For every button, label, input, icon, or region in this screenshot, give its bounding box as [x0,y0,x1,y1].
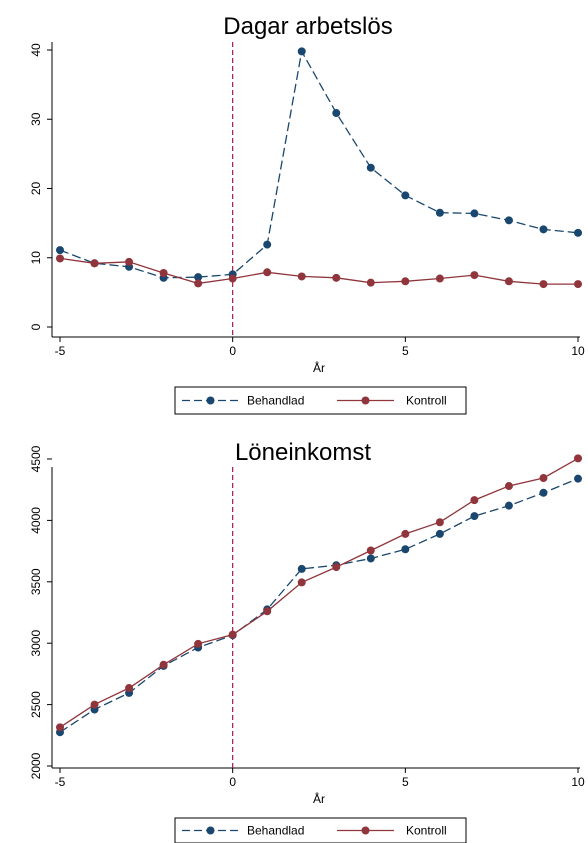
data-point-behandlad [56,246,64,255]
data-point-kontroll [574,280,582,289]
data-point-kontroll [332,563,341,572]
data-point-behandlad [366,554,375,563]
x-tick-label: -5 [55,344,66,358]
legend: Behandlad Kontroll [174,386,467,415]
data-point-kontroll [366,278,375,287]
data-point-kontroll [194,279,203,288]
data-point-behandlad [574,228,582,237]
data-point-kontroll [297,578,306,587]
x-tick-label: 10 [571,775,585,789]
chart-panel-2: Löneinkomst 2000 2500 3000 3500 4000 4500 -5 0 5 1… [29,439,585,843]
data-point-kontroll [297,272,306,281]
data-point-behandlad [297,47,306,56]
legend-key-marker-behandlad [206,396,215,405]
data-point-behandlad [435,208,444,217]
legend-key-marker-kontroll [361,396,370,405]
y-tick-label: 20 [29,182,43,196]
data-point-kontroll [228,274,237,283]
legend-label-kontroll: Kontroll [406,824,447,838]
data-point-behandlad [504,501,513,510]
data-point-behandlad [194,273,203,282]
x-tick-label: 5 [402,344,409,358]
data-point-kontroll [125,684,134,693]
y-tick-label: 4500 [29,445,43,472]
data-point-behandlad [332,109,341,118]
y-tick-label: 0 [29,323,43,330]
data-point-behandlad [470,512,479,521]
data-point-behandlad [401,545,410,554]
legend: Behandlad Kontroll [174,817,467,843]
legend-key-marker-kontroll [361,826,370,835]
data-point-behandlad [401,191,410,200]
data-point-kontroll [90,259,99,268]
data-point-kontroll [159,660,168,669]
legend-label-behandlad: Behandlad [247,824,304,838]
data-point-kontroll [56,254,64,263]
x-tick-label: 5 [402,775,409,789]
legend-label-behandlad: Behandlad [247,394,304,408]
y-tick-label: 10 [29,251,43,265]
data-point-kontroll [470,496,479,505]
series-line-kontroll [59,257,578,285]
x-tick-label: 0 [229,775,236,789]
legend-label-kontroll: Kontroll [406,394,447,408]
data-point-behandlad [297,564,306,573]
y-tick-label: 40 [29,43,43,57]
y-tick-label: 2000 [29,752,43,779]
data-point-kontroll [125,257,134,266]
chart-title: Löneinkomst [235,439,371,466]
data-point-kontroll [159,268,168,277]
data-point-behandlad [470,209,479,218]
y-tick-label: 3500 [29,568,43,595]
data-point-behandlad [435,529,444,538]
y-tick-label: 2500 [29,691,43,718]
series-line-kontroll [59,457,579,728]
y-tick-label: 3000 [29,630,43,657]
data-point-behandlad [574,474,582,483]
data-point-kontroll [470,271,479,280]
data-point-kontroll [435,274,444,283]
legend-key-marker-behandlad [206,826,215,835]
chart-panel-1: Dagar arbetslös 0 10 20 30 40 -5 0 5 10 År Behandla… [29,13,585,415]
data-point-kontroll [228,630,237,639]
series-line-behandlad [59,477,579,733]
data-point-kontroll [504,482,513,491]
data-point-kontroll [401,529,410,538]
data-point-behandlad [263,240,272,249]
data-point-kontroll [504,277,513,286]
data-point-behandlad [504,216,513,225]
data-point-kontroll [574,454,582,463]
data-point-behandlad [366,163,375,172]
data-point-kontroll [90,700,99,709]
data-point-kontroll [366,546,375,555]
data-point-kontroll [435,518,444,527]
y-tick-label: 30 [29,112,43,126]
x-tick-label: 0 [229,344,236,358]
data-point-kontroll [332,273,341,282]
data-point-behandlad [539,488,548,497]
x-axis-label: År [313,360,325,375]
x-tick-label: -5 [55,775,66,789]
data-point-kontroll [263,607,272,616]
chart-title: Dagar arbetslös [223,13,392,40]
x-axis-label: År [313,791,325,806]
data-point-behandlad [539,225,548,234]
data-point-kontroll [56,723,64,732]
data-point-kontroll [401,277,410,286]
data-point-kontroll [539,474,548,483]
series-line-behandlad [59,49,579,279]
x-tick-label: 10 [571,344,585,358]
data-point-kontroll [539,280,548,289]
data-point-kontroll [263,268,272,277]
y-tick-label: 4000 [29,507,43,534]
data-point-kontroll [194,639,203,648]
